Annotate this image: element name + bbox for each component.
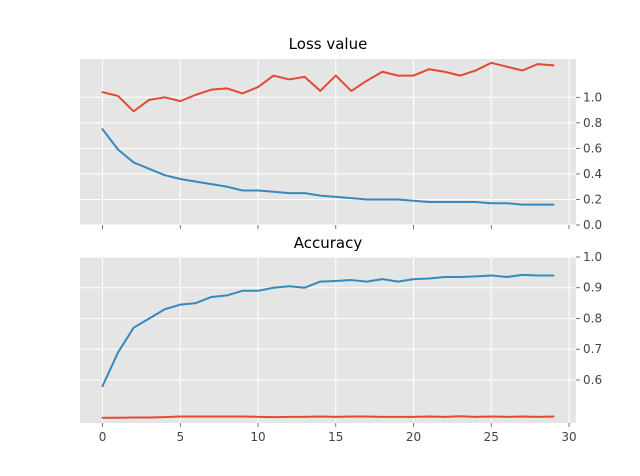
loss-plot-area bbox=[80, 59, 576, 225]
loss-series-line-0 bbox=[101, 61, 555, 113]
accuracy-plot-area bbox=[80, 257, 576, 423]
accuracy-x-tick-label-0: 0 bbox=[99, 430, 107, 444]
accuracy-x-tick-label-1: 5 bbox=[176, 430, 184, 444]
loss-chart: 0.0 0.2 0.4 0.6 0.8 1.0 Loss value bbox=[80, 35, 602, 232]
accuracy-x-tick-label-4: 20 bbox=[406, 430, 421, 444]
loss-y-tick-label-5: 1.0 bbox=[583, 90, 602, 104]
loss-series-line-1 bbox=[101, 128, 555, 206]
accuracy-y-tick-label-4: 1.0 bbox=[583, 250, 602, 264]
loss-chart-title: Loss value bbox=[289, 35, 368, 53]
accuracy-y-tick-label-0: 0.6 bbox=[583, 373, 602, 387]
loss-y-tick-label-2: 0.4 bbox=[583, 167, 602, 181]
accuracy-x-tick-label-5: 25 bbox=[484, 430, 499, 444]
accuracy-y-tick-label-3: 0.9 bbox=[583, 281, 602, 295]
accuracy-series-line-0 bbox=[101, 273, 555, 388]
accuracy-x-tick-label-3: 15 bbox=[328, 430, 343, 444]
accuracy-x-tick-label-6: 30 bbox=[561, 430, 576, 444]
accuracy-series-line-1 bbox=[101, 415, 555, 419]
loss-y-tick-label-4: 0.8 bbox=[583, 116, 602, 130]
loss-y-tick-label-1: 0.2 bbox=[583, 192, 602, 206]
loss-y-tick-label-3: 0.6 bbox=[583, 141, 602, 155]
loss-y-tick-label-0: 0.0 bbox=[583, 218, 602, 232]
accuracy-chart-title: Accuracy bbox=[294, 234, 363, 252]
accuracy-y-tick-label-2: 0.8 bbox=[583, 311, 602, 325]
accuracy-chart: 0 5 10 15 20 25 30 0.6 0.7 0.8 0.9 1.0 Accuracy bbox=[80, 234, 602, 444]
accuracy-x-tick-label-2: 10 bbox=[250, 430, 265, 444]
accuracy-y-tick-label-1: 0.7 bbox=[583, 342, 602, 356]
